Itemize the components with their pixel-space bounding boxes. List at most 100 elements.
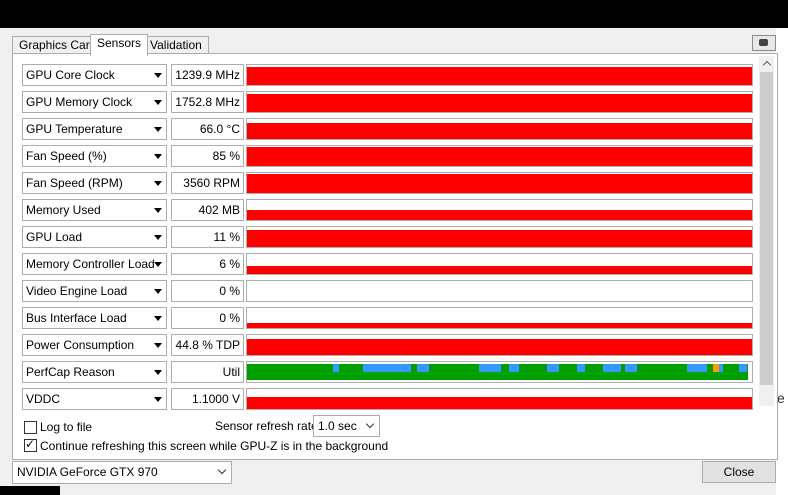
perfcap-vrel-segment [393,364,411,372]
sensor-graph-fill [247,210,752,220]
sensor-graph-fill [247,397,752,409]
tab-sensors[interactable]: Sensors [90,34,149,56]
sensor-value-text: 402 MB [198,203,240,217]
scroll-down-button[interactable] [759,391,774,406]
chevron-down-icon [154,316,162,321]
chevron-down-icon [365,419,375,429]
sensor-value-text: 1752.8 MHz [175,95,240,109]
scroll-thumb[interactable] [760,72,773,385]
chevron-down-icon [154,154,162,159]
sensor-graph [246,118,753,140]
sensor-value-text: 1.1000 V [191,392,240,406]
sensor-value-text: 66.0 °C [199,122,240,136]
sensor-value-text: Util [222,365,240,379]
sensor-value-text: 11 % [213,230,240,244]
scroll-up-button[interactable] [759,56,774,71]
sensor-label: Video Engine Load [26,284,128,298]
sensor-graph [246,388,753,410]
sensor-label: GPU Core Clock [26,68,115,82]
sensor-graph [246,334,753,356]
chevron-down-icon [154,73,162,78]
sensor-value-text: 6 % [219,257,240,271]
sensor-value: 0 % [171,280,244,302]
sensor-graph [246,361,753,383]
sensor-value: 66.0 °C [171,118,244,140]
sensor-select[interactable]: Memory Controller Load [22,253,167,275]
sensor-select[interactable]: Bus Interface Load [22,307,167,329]
sensor-select[interactable]: VDDC [22,388,167,410]
sensor-select[interactable]: Memory Used [22,199,167,221]
sensor-graph [246,91,753,113]
perfcap-vrel-segment [603,364,621,372]
sensor-value: 1.1000 V [171,388,244,410]
perfcap-vrel-segment [333,364,339,372]
perfcap-vrel-segment [739,364,747,372]
background-window-edge: e [776,28,788,495]
sensor-select[interactable]: GPU Temperature [22,118,167,140]
sensor-label: Fan Speed (RPM) [26,176,123,190]
tab-validation[interactable]: Validation [143,36,209,55]
tab-graphics-card[interactable]: Graphics Card [12,36,104,55]
sensor-graph-fill [247,339,752,355]
perfcap-vrel-segment [417,364,429,372]
sensor-value: 3560 RPM [171,172,244,194]
sensor-select[interactable]: Video Engine Load [22,280,167,302]
sensor-graph-fill [247,323,752,328]
gpu-select-value: NVIDIA GeForce GTX 970 [17,465,158,479]
continue-refresh-checkbox[interactable]: ✓ [24,437,37,452]
refresh-rate-value: 1.0 sec [318,419,357,433]
sensor-value: 44.8 % TDP [171,334,244,356]
perfcap-vrel-segment [479,364,501,372]
perfcap-vrel-segment [509,364,519,372]
chevron-down-icon [154,208,162,213]
sensor-select[interactable]: PerfCap Reason [22,361,167,383]
edge-text: e [777,390,785,406]
sensor-graph-fill [247,67,752,85]
sensor-graph [246,172,753,194]
tab-label: Validation [150,38,202,52]
sensor-select[interactable]: GPU Core Clock [22,64,167,86]
sensor-label: Memory Used [26,203,101,217]
sensor-value-text: 0 % [219,284,240,298]
perfcap-pwr-segment [713,364,719,372]
sensor-graph-fill [247,230,752,247]
chevron-down-icon [154,100,162,105]
chevron-down-icon [154,235,162,240]
chevron-down-icon [154,181,162,186]
sensor-label: Bus Interface Load [26,311,127,325]
sensor-label: Fan Speed (%) [26,149,107,163]
log-to-file-checkbox[interactable] [24,421,37,434]
tab-label: Graphics Card [19,38,97,52]
close-button[interactable]: Close [702,461,776,483]
sensor-value-text: 1239.9 MHz [175,68,240,82]
taskbar-edge [0,486,60,495]
sensor-select[interactable]: Fan Speed (%) [22,145,167,167]
sensor-graph [246,145,753,167]
log-to-file-label: Log to file [40,420,93,434]
sensor-scrollbar[interactable] [759,56,774,406]
sensor-value: 85 % [171,145,244,167]
tab-label: Sensors [97,36,142,50]
sensor-select[interactable]: Power Consumption [22,334,167,356]
refresh-rate-select[interactable]: 1.0 sec [313,415,380,437]
sensor-graph [246,280,753,302]
sensor-label: GPU Memory Clock [26,95,133,109]
sensor-select[interactable]: GPU Memory Clock [22,91,167,113]
perfcap-vrel-segment [363,364,393,372]
sensor-select[interactable]: GPU Load [22,226,167,248]
sensor-graph [246,307,753,329]
sensor-value: Util [171,361,244,383]
sensor-graph-fill [247,123,752,139]
sensor-graph [246,226,753,248]
sensor-value: 1239.9 MHz [171,64,244,86]
chevron-down-icon [154,397,162,402]
gpu-select[interactable]: NVIDIA GeForce GTX 970 [12,461,232,484]
sensor-value: 11 % [171,226,244,248]
sensor-value: 1752.8 MHz [171,91,244,113]
sensor-label: Memory Controller Load [26,257,155,271]
sensor-graph-fill [247,147,752,166]
camera-icon[interactable] [752,35,776,51]
sensor-graph [246,64,753,86]
sensor-graph-fill [247,174,752,193]
sensor-select[interactable]: Fan Speed (RPM) [22,172,167,194]
